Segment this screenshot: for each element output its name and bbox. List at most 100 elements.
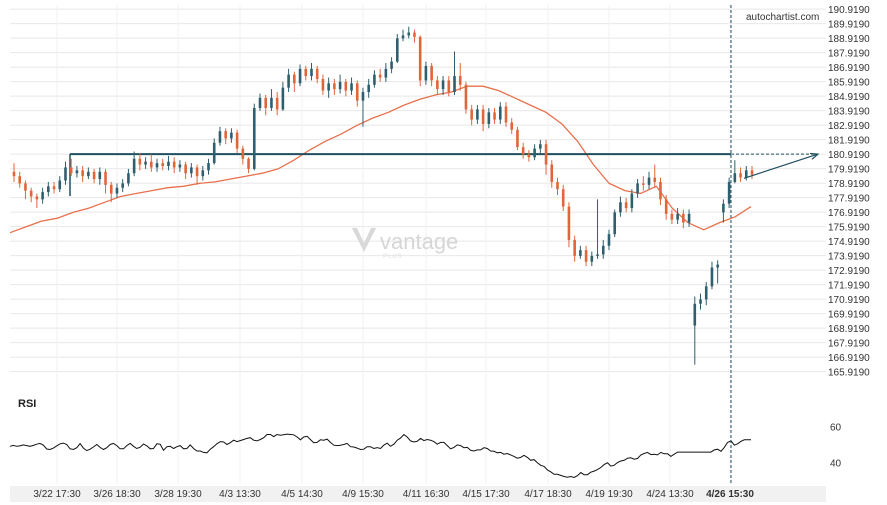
candle-body bbox=[750, 170, 754, 175]
price-tick-label: 185.9190 bbox=[828, 78, 870, 89]
price-tick-label: 190.9190 bbox=[828, 5, 870, 16]
candle-body bbox=[287, 74, 290, 88]
candle-body bbox=[378, 74, 382, 78]
price-tick-label: 169.9190 bbox=[828, 310, 870, 321]
time-axis: 3/22 17:30 3/26 18:30 3/28 19:30 4/3 13:30 4… bbox=[10, 486, 826, 502]
candle-body bbox=[739, 173, 742, 178]
price-tick-label: 165.9190 bbox=[828, 368, 870, 379]
candle-body bbox=[710, 267, 714, 287]
time-tick-label: 3/22 17:30 bbox=[33, 489, 81, 500]
candle-body bbox=[275, 97, 279, 110]
candle-body bbox=[127, 173, 130, 184]
candle-body bbox=[413, 32, 416, 37]
candle-body bbox=[155, 163, 159, 168]
time-tick-label: 3/28 19:30 bbox=[154, 489, 202, 500]
candle-body bbox=[584, 250, 588, 262]
candle-body bbox=[258, 97, 262, 108]
price-tick-label: 189.9190 bbox=[828, 20, 870, 31]
candle-body bbox=[18, 176, 22, 184]
watermark-logo-icon bbox=[352, 228, 376, 252]
candle-body bbox=[670, 213, 674, 220]
brand-label: autochartist.com bbox=[746, 12, 819, 23]
candle-body bbox=[24, 183, 27, 191]
rsi-axis: 60 40 bbox=[830, 423, 842, 470]
price-tick-label: 166.9190 bbox=[828, 353, 870, 364]
candle-body bbox=[590, 255, 594, 262]
candle-body bbox=[29, 190, 33, 197]
price-tick-label: 181.9190 bbox=[828, 136, 870, 147]
price-tick-label: 167.9190 bbox=[828, 339, 870, 350]
candle-body bbox=[184, 164, 187, 174]
candle-body bbox=[172, 161, 176, 168]
candle-body bbox=[35, 196, 39, 200]
candle-body bbox=[212, 142, 216, 164]
candle-body bbox=[642, 183, 645, 185]
candle-body bbox=[716, 264, 719, 268]
candle-body bbox=[224, 131, 227, 139]
candle-body bbox=[516, 129, 519, 148]
candle-body bbox=[190, 167, 193, 174]
time-tick-label: 4/26 15:30 bbox=[706, 489, 754, 500]
price-tick-label: 176.9190 bbox=[828, 208, 870, 219]
candle-body bbox=[744, 170, 748, 178]
candle-body bbox=[121, 183, 124, 188]
candle-body bbox=[315, 68, 319, 79]
candle-body bbox=[207, 163, 210, 171]
candle-body bbox=[539, 144, 542, 149]
candle-body bbox=[573, 239, 576, 256]
rsi-tick-label: 60 bbox=[830, 423, 842, 434]
candle-body bbox=[601, 245, 605, 255]
price-tick-label: 183.9190 bbox=[828, 107, 870, 118]
candle-body bbox=[624, 202, 628, 209]
candle-body bbox=[521, 147, 525, 155]
candle-body bbox=[687, 213, 691, 223]
candle-body bbox=[41, 192, 44, 200]
candle-body bbox=[458, 76, 462, 85]
candle-body bbox=[510, 122, 514, 130]
candle-body bbox=[230, 132, 233, 139]
price-tick-label: 182.9190 bbox=[828, 121, 870, 132]
candle-body bbox=[544, 144, 548, 165]
candle-body bbox=[161, 163, 165, 166]
watermark-name: vantage bbox=[380, 229, 458, 254]
watermark-logo: vantage PLUS bbox=[352, 228, 458, 260]
candle-body bbox=[201, 170, 205, 177]
time-tick-label: 4/9 15:30 bbox=[342, 489, 384, 500]
candle-body bbox=[619, 202, 622, 213]
rsi-panel: RSI bbox=[9, 398, 751, 479]
candle-body bbox=[310, 68, 313, 77]
candle-body bbox=[447, 80, 451, 93]
candle-body bbox=[567, 206, 571, 240]
candle-body bbox=[418, 36, 422, 81]
candle-body bbox=[504, 106, 508, 123]
candle-body bbox=[533, 148, 536, 158]
candle-body bbox=[464, 84, 468, 110]
candle-body bbox=[424, 65, 428, 81]
candle-body bbox=[659, 181, 662, 200]
candle-body bbox=[333, 83, 336, 90]
projection-arrow-head bbox=[809, 152, 820, 160]
candle-body bbox=[104, 171, 107, 185]
candle-body bbox=[498, 106, 502, 120]
candle-body bbox=[47, 186, 50, 193]
candle-body bbox=[252, 107, 256, 169]
candle-body bbox=[338, 81, 342, 90]
price-tick-label: 170.9190 bbox=[828, 295, 870, 306]
candle-body bbox=[138, 158, 142, 165]
candle-body bbox=[109, 184, 113, 194]
candle-body bbox=[676, 213, 679, 220]
candle-body bbox=[270, 97, 273, 108]
time-tick-label: 3/26 18:30 bbox=[93, 489, 141, 500]
price-tick-label: 168.9190 bbox=[828, 324, 870, 335]
candle-body bbox=[150, 161, 153, 168]
candle-body bbox=[476, 109, 479, 120]
candles bbox=[12, 26, 754, 365]
candle-body bbox=[293, 74, 296, 84]
price-tick-label: 177.9190 bbox=[828, 194, 870, 205]
candle-body bbox=[481, 109, 485, 124]
candle-body bbox=[607, 234, 611, 246]
time-tick-label: 4/15 17:30 bbox=[462, 489, 510, 500]
resistance-level bbox=[69, 153, 818, 197]
candle-body bbox=[401, 35, 405, 39]
